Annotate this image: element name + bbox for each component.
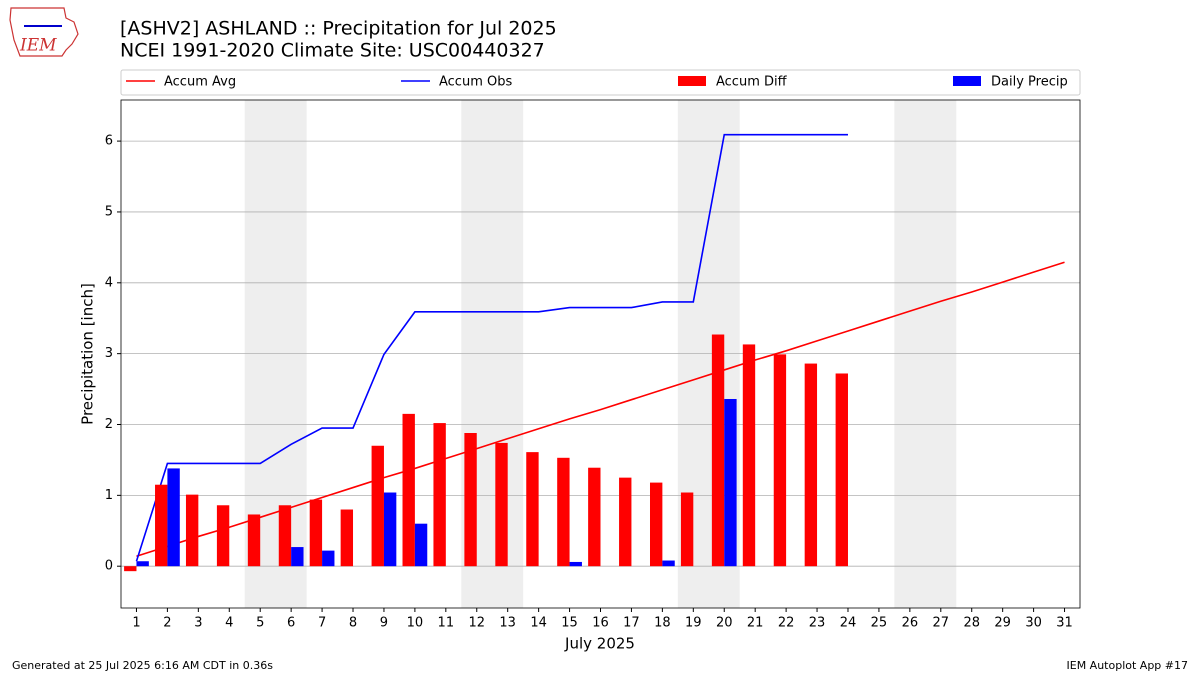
bar [371, 445, 384, 567]
bar [136, 561, 149, 567]
y-tick-label: 1 [105, 488, 113, 503]
x-tick-label: 20 [716, 616, 733, 631]
legend-label: Accum Diff [716, 75, 788, 90]
bar [742, 344, 756, 567]
bar [649, 482, 663, 567]
chart-title: [ASHV2] ASHLAND :: Precipitation for Jul… [120, 18, 557, 40]
legend-label: Accum Obs [439, 75, 512, 90]
bar [619, 477, 632, 567]
x-tick-label: 6 [287, 616, 295, 631]
plot-frame [120, 99, 1081, 609]
bar [322, 550, 335, 567]
bar [526, 452, 539, 567]
y-tick-label: 3 [105, 346, 113, 361]
bar [155, 484, 168, 567]
x-tick-label: 31 [1056, 616, 1073, 631]
x-tick-label: 24 [840, 616, 857, 631]
logo-outline [9, 7, 79, 57]
x-tick-label: 8 [349, 616, 357, 631]
x-tick-label: 16 [592, 616, 609, 631]
y-tick-label: 0 [105, 559, 113, 574]
x-tick-label: 12 [468, 616, 485, 631]
x-tick-label: 14 [530, 616, 547, 631]
bar [662, 560, 675, 567]
footer-right: IEM Autoplot App #17 [1067, 659, 1189, 672]
x-tick-label: 18 [654, 616, 671, 631]
bar [804, 363, 818, 567]
legend-swatch [953, 76, 981, 86]
bar [124, 566, 137, 572]
x-tick-label: 13 [499, 616, 516, 631]
x-tick-label: 2 [163, 616, 171, 631]
x-tick-label: 17 [623, 616, 640, 631]
bar [569, 561, 582, 567]
bar [680, 492, 694, 567]
logo: IEM [9, 7, 79, 57]
bar [291, 547, 304, 567]
x-axis-label: July 2025 [564, 635, 635, 653]
bar [588, 467, 601, 567]
bar [340, 509, 354, 567]
y-tick-label: 4 [105, 275, 113, 290]
bar [464, 432, 477, 567]
x-tick-label: 4 [225, 616, 233, 631]
x-tick-label: 1 [132, 616, 140, 631]
y-tick-label: 6 [105, 134, 113, 149]
bar [724, 398, 737, 567]
x-tick-label: 11 [438, 616, 455, 631]
x-tick-label: 23 [809, 616, 826, 631]
x-tick-label: 25 [871, 616, 888, 631]
legend-label: Daily Precip [991, 75, 1068, 90]
bar [557, 457, 570, 567]
x-tick-label: 5 [256, 616, 264, 631]
y-axis-label: Precipitation [inch] [79, 283, 97, 425]
bar [711, 334, 725, 567]
bar [773, 354, 787, 567]
y-tick-label: 2 [105, 417, 113, 432]
x-tick-label: 7 [318, 616, 326, 631]
line-series [135, 133, 848, 562]
x-tick-label: 21 [747, 616, 764, 631]
bar [278, 505, 292, 567]
legend-swatch [678, 76, 706, 86]
x-tick-label: 19 [685, 616, 702, 631]
bar [414, 523, 428, 567]
legend-label: Accum Avg [164, 75, 236, 90]
x-tick-label: 15 [561, 616, 578, 631]
legend-box [120, 69, 1081, 96]
x-tick-label: 26 [902, 616, 919, 631]
x-tick-label: 27 [933, 616, 950, 631]
chart-subtitle: NCEI 1991-2020 Climate Site: USC00440327 [120, 40, 545, 62]
footer-left: Generated at 25 Jul 2025 6:16 AM CDT in … [12, 659, 273, 672]
bar [309, 499, 323, 567]
bar [216, 505, 230, 567]
x-tick-label: 29 [994, 616, 1011, 631]
x-tick-label: 9 [380, 616, 388, 631]
y-tick-label: 5 [105, 204, 113, 219]
bar [402, 413, 415, 567]
x-tick-label: 30 [1025, 616, 1042, 631]
x-tick-label: 22 [778, 616, 795, 631]
logo-text: IEM [19, 36, 57, 56]
bar [383, 492, 397, 567]
bar [185, 494, 199, 567]
x-tick-label: 28 [963, 616, 980, 631]
bar [835, 373, 848, 567]
bar [433, 423, 446, 567]
bar [495, 442, 508, 567]
bar [167, 468, 180, 567]
bar [247, 514, 261, 567]
x-tick-label: 10 [407, 616, 424, 631]
x-tick-label: 3 [194, 616, 202, 631]
